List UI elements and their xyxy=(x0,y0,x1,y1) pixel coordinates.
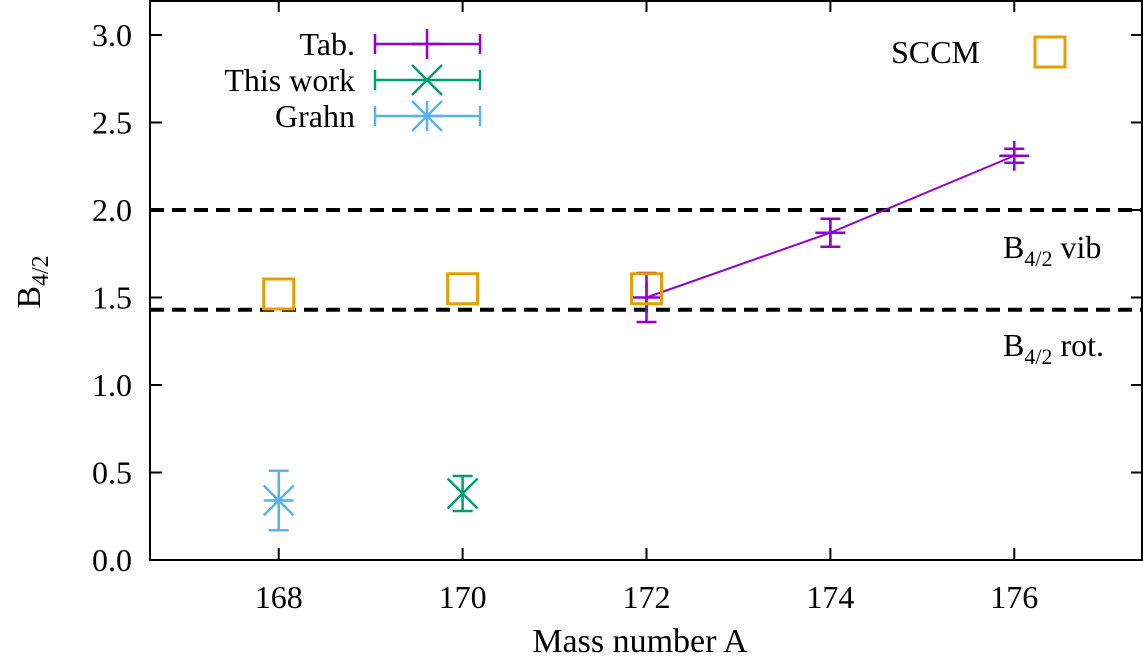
y-tick-label: 0.5 xyxy=(92,455,132,491)
data-point-d2 xyxy=(262,484,295,517)
y-tick-label: 3.0 xyxy=(92,17,132,53)
x-tick-label: 174 xyxy=(806,579,854,615)
reference-line-label-main: B xyxy=(1003,327,1024,363)
y-tick-label: 1.0 xyxy=(92,367,132,403)
legend-label: Grahn xyxy=(275,98,355,134)
series-grahn xyxy=(262,469,295,532)
y-axis-label-sub: 4/2 xyxy=(28,255,54,286)
reference-line-label: B4/2 rot. xyxy=(1003,327,1104,369)
y-tick-label: 1.5 xyxy=(92,280,132,316)
x-tick-label: 176 xyxy=(990,579,1038,615)
axes: 0.0 0.5 1.0 1.5 2.0 2.5 3.0 168 170 172 174 176 xyxy=(92,0,1143,615)
reference-line-label-sub: 4/2 xyxy=(1024,246,1052,271)
reference-line-label-suffix: vib xyxy=(1052,229,1101,265)
legend-marker xyxy=(1033,35,1067,69)
legend-marker-d2 xyxy=(411,100,443,132)
reference-line-label-suffix: rot. xyxy=(1052,327,1104,363)
data-point xyxy=(262,277,296,311)
data-point xyxy=(630,272,663,306)
legend-marker-d2 xyxy=(411,64,443,96)
series-sccm xyxy=(262,272,663,311)
y-axis-label-main: B xyxy=(11,286,48,309)
data-point xyxy=(446,272,480,306)
series-tab- xyxy=(631,140,1030,324)
reference-line-label-main: B xyxy=(1003,229,1024,265)
y-tick-label: 2.5 xyxy=(92,105,132,141)
legend-label: Tab. xyxy=(299,26,355,62)
x-tick-label: 168 xyxy=(255,579,303,615)
data-point-d2 xyxy=(446,477,479,510)
x-axis-label: Mass number A xyxy=(532,623,748,660)
x-tick-label: 172 xyxy=(623,579,671,615)
legend-label: This work xyxy=(224,62,355,98)
reference-line-label: B4/2 vib xyxy=(1003,229,1101,271)
y-tick-label: 2.0 xyxy=(92,192,132,228)
series-this-work xyxy=(446,474,479,513)
reference-line-label-sub: 4/2 xyxy=(1024,344,1052,369)
y-tick-label: 0.0 xyxy=(92,542,132,578)
y-axis-label: B4/2 xyxy=(11,255,54,308)
x-tick-label: 170 xyxy=(439,579,487,615)
data-marks xyxy=(262,140,1030,532)
legend-label: SCCM xyxy=(891,34,980,70)
